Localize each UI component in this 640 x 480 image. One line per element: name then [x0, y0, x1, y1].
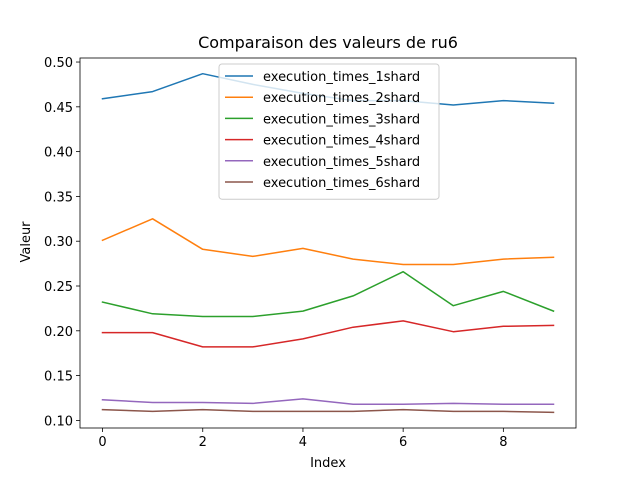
- y-tick-label: 0.20: [44, 325, 73, 340]
- plot-frame: [79, 57, 577, 429]
- series-line-5: [101, 398, 555, 406]
- y-tick-label: 0.30: [44, 235, 73, 250]
- series-line-3: [101, 270, 555, 318]
- series-line-6: [101, 408, 555, 414]
- legend-label-4: execution_times_4shard: [263, 134, 420, 149]
- x-tick-label: 6: [399, 435, 407, 450]
- y-axis-title: Valeur: [19, 221, 34, 263]
- x-tick-label: 0: [98, 435, 106, 450]
- x-tick-label: 4: [299, 435, 307, 450]
- series-line-4: [101, 320, 555, 348]
- chart-title: Comparaison des valeurs de ru6: [198, 33, 458, 52]
- legend-box: [218, 63, 440, 200]
- series-line-2: [101, 218, 555, 266]
- legend-label-3: execution_times_3shard: [263, 112, 420, 127]
- y-tick-label: 0.40: [44, 146, 73, 161]
- y-tick-label: 0.10: [44, 414, 73, 429]
- x-tick-label: 8: [499, 435, 507, 450]
- y-tick-label: 0.15: [44, 370, 73, 385]
- y-tick-label: 0.25: [44, 280, 73, 295]
- legend-label-2: execution_times_2shard: [263, 91, 420, 106]
- series-layer: [101, 72, 555, 414]
- y-tick-label: 0.45: [44, 101, 73, 116]
- x-tick-label: 2: [199, 435, 207, 450]
- legend-label-5: execution_times_5shard: [263, 155, 420, 170]
- legend-label-6: execution_times_6shard: [263, 176, 420, 191]
- axes-layer: 0 2 4 6 8 0.10 0.15 0.20 0.25 0.30 0.35 0.40 0.45 0.5…: [44, 56, 577, 450]
- legend: execution_times_1shard execution_times_2s…: [218, 63, 440, 200]
- legend-label-1: execution_times_1shard: [263, 70, 420, 85]
- x-axis-title: Index: [310, 456, 346, 471]
- y-tick-label: 0.50: [44, 56, 73, 71]
- y-tick-label: 0.35: [44, 190, 73, 205]
